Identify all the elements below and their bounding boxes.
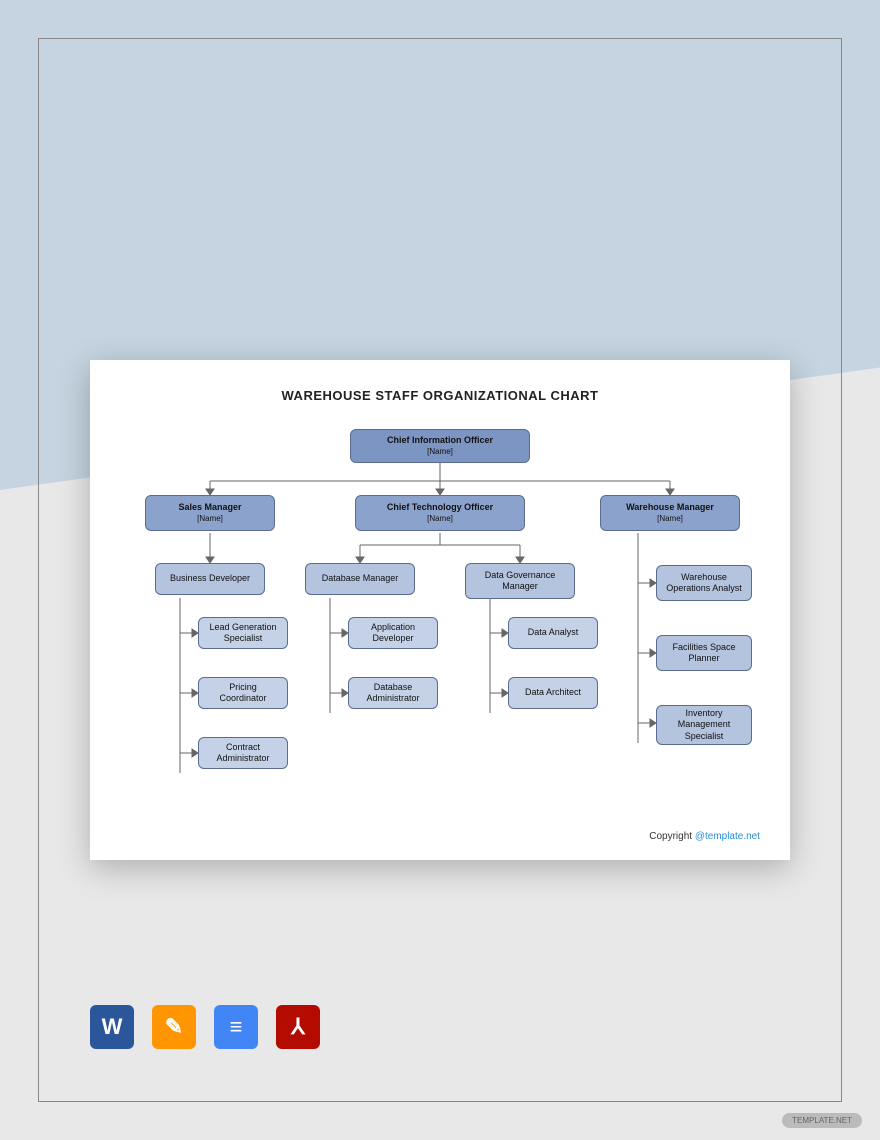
pdf-icon[interactable]: ⅄ <box>276 1005 320 1049</box>
document-page: WAREHOUSE STAFF ORGANIZATIONAL CHART <box>90 360 790 860</box>
node-contract-administrator: Contract Administrator <box>198 737 288 769</box>
node-facilities-space-planner: Facilities Space Planner <box>656 635 752 671</box>
node-data-governance-manager: Data Governance Manager <box>465 563 575 599</box>
node-database-administrator: Database Administrator <box>348 677 438 709</box>
node-title: Database Administrator <box>355 682 431 705</box>
node-title: Business Developer <box>170 573 250 584</box>
node-sub: [Name] <box>657 514 683 524</box>
node-title: Warehouse Manager <box>626 502 714 513</box>
node-inventory-mgmt-specialist: Inventory Management Specialist <box>656 705 752 745</box>
node-title: Chief Technology Officer <box>387 502 493 513</box>
google-docs-icon[interactable]: ≡ <box>214 1005 258 1049</box>
node-cio: Chief Information Officer [Name] <box>350 429 530 463</box>
node-title: Lead Generation Specialist <box>205 622 281 645</box>
node-application-developer: Application Developer <box>348 617 438 649</box>
node-warehouse-ops-analyst: Warehouse Operations Analyst <box>656 565 752 601</box>
node-title: Chief Information Officer <box>387 435 493 446</box>
node-title: Database Manager <box>322 573 399 584</box>
node-database-manager: Database Manager <box>305 563 415 595</box>
node-data-architect: Data Architect <box>508 677 598 709</box>
node-cto: Chief Technology Officer [Name] <box>355 495 525 531</box>
connector-lines <box>90 423 790 843</box>
format-icons-row: W ✎ ≡ ⅄ <box>90 1005 320 1049</box>
node-title: Data Analyst <box>528 627 579 638</box>
node-title: Data Governance Manager <box>472 570 568 593</box>
node-title: Data Architect <box>525 687 581 698</box>
node-title: Application Developer <box>355 622 431 645</box>
copyright-label: Copyright <box>649 831 695 842</box>
node-sub: [Name] <box>427 514 453 524</box>
chart-title: WAREHOUSE STAFF ORGANIZATIONAL CHART <box>90 388 790 403</box>
node-sub: [Name] <box>427 447 453 457</box>
copyright: Copyright @template.net <box>649 831 760 842</box>
node-title: Sales Manager <box>178 502 241 513</box>
org-chart: Chief Information Officer [Name] Sales M… <box>90 423 790 843</box>
node-title: Facilities Space Planner <box>663 642 745 665</box>
node-sales-manager: Sales Manager [Name] <box>145 495 275 531</box>
node-title: Inventory Management Specialist <box>663 708 745 742</box>
node-business-developer: Business Developer <box>155 563 265 595</box>
node-title: Contract Administrator <box>205 742 281 765</box>
node-sub: [Name] <box>197 514 223 524</box>
node-title: Pricing Coordinator <box>205 682 281 705</box>
node-warehouse-manager: Warehouse Manager [Name] <box>600 495 740 531</box>
pages-icon[interactable]: ✎ <box>152 1005 196 1049</box>
node-data-analyst: Data Analyst <box>508 617 598 649</box>
node-title: Warehouse Operations Analyst <box>663 572 745 595</box>
watermark: TEMPLATE.NET <box>782 1113 862 1128</box>
node-lead-generation-specialist: Lead Generation Specialist <box>198 617 288 649</box>
word-icon[interactable]: W <box>90 1005 134 1049</box>
node-pricing-coordinator: Pricing Coordinator <box>198 677 288 709</box>
copyright-link[interactable]: @template.net <box>695 831 760 842</box>
